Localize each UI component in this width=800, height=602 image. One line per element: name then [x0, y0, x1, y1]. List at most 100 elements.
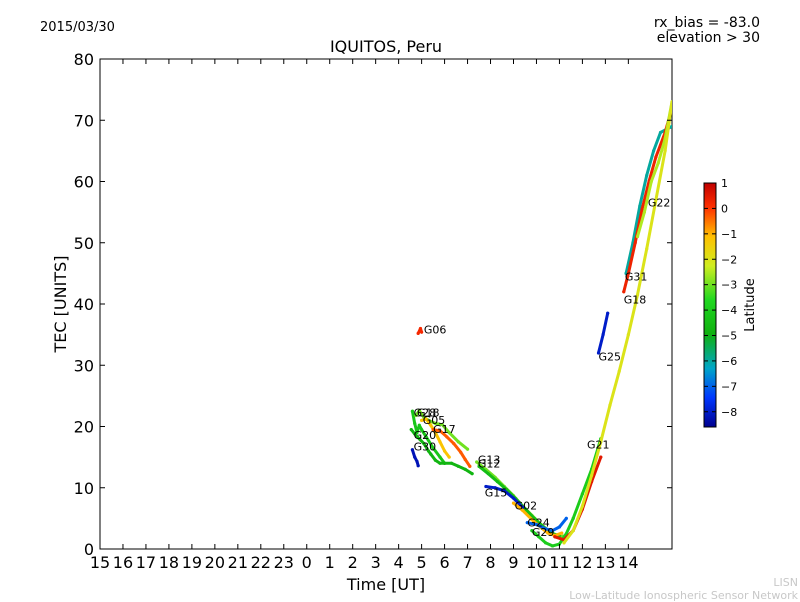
data-point-g02	[530, 518, 534, 522]
data-point-g20	[433, 458, 437, 462]
data-point-g13	[475, 460, 479, 464]
y-tick-label: 10	[74, 479, 94, 498]
data-point-g31	[638, 204, 642, 208]
chart-title: IQUITOS, Peru	[330, 37, 442, 56]
data-point-main	[663, 149, 667, 153]
data-point-g20	[422, 442, 426, 446]
x-tick-label: 15	[90, 553, 110, 572]
satellite-label-g21: G21	[587, 438, 610, 451]
data-point-g02	[546, 531, 550, 535]
data-point-g06	[416, 331, 420, 335]
y-tick-label: 40	[74, 295, 94, 314]
satellite-label-g31: G31	[625, 270, 648, 283]
satellite-labels: G06G28G18G05G17G20G30G13G12G15G02G24G29G…	[414, 196, 671, 539]
data-point-g20	[417, 437, 421, 441]
satellite-label-g29: G29	[532, 526, 555, 539]
data-point-g20	[429, 452, 433, 456]
x-tick-label: 9	[508, 553, 518, 572]
x-tick-label: 23	[274, 553, 294, 572]
data-point-g28	[417, 423, 421, 427]
data-point-main	[645, 247, 649, 251]
x-tick-label: 6	[439, 553, 449, 572]
data-point-main	[670, 100, 672, 104]
data-point-g17	[452, 442, 456, 446]
data-point-g17	[438, 429, 442, 433]
x-tick-label: 5	[417, 553, 427, 572]
colorbar-tick-label: −3	[721, 279, 737, 292]
series-g30	[410, 448, 420, 468]
x-tick-label: 10	[526, 553, 546, 572]
data-point-g29	[564, 532, 568, 536]
data-point-g29	[571, 516, 575, 520]
plot-area	[99, 58, 673, 550]
data-point-g20	[413, 432, 417, 436]
data-point-g17	[431, 427, 435, 432]
data-point-main	[617, 369, 621, 373]
data-point-g31	[645, 173, 649, 177]
satellite-label-g05: G05	[423, 414, 446, 427]
data-point-g28	[424, 435, 428, 439]
elevation-label: elevation > 30	[657, 30, 760, 46]
y-tick-label: 60	[74, 173, 94, 192]
colorbar-label: Latitude	[743, 278, 758, 332]
colorbar-tick-label: −4	[721, 304, 737, 317]
satellite-label-g12: G12	[478, 457, 501, 470]
satellite-label-g02: G02	[515, 500, 538, 513]
data-point-main	[589, 473, 594, 478]
satellite-label-g20: G20	[414, 429, 437, 442]
y-tick-label: 50	[74, 234, 94, 253]
data-point-g06	[420, 330, 424, 334]
data-point-main	[635, 293, 640, 297]
colorbar-tick-label: 0	[721, 202, 728, 215]
date-label: 2015/03/30	[40, 20, 115, 35]
x-tick-label: 22	[251, 553, 271, 572]
data-point-g06	[418, 326, 423, 331]
data-point-main	[654, 198, 658, 202]
data-point-main	[599, 440, 603, 444]
data-point-g20	[470, 472, 474, 476]
data-point-g24	[550, 529, 555, 533]
data-point-g30	[413, 455, 417, 459]
satellite-label-g30: G30	[414, 441, 437, 454]
x-tick-label: 20	[205, 553, 225, 572]
colorbar-tick-label: −1	[721, 228, 737, 241]
data-point-g22	[642, 210, 647, 214]
data-point-g20	[463, 467, 467, 471]
colorbar	[703, 182, 717, 428]
y-tick-label: 70	[74, 111, 94, 130]
data-point-g20	[449, 461, 454, 465]
satellite-label-g17: G17	[433, 423, 456, 436]
data-point-g25	[606, 311, 610, 315]
data-point-g24	[564, 516, 568, 520]
data-point-g20	[438, 461, 442, 465]
colorbar-tick-label: −5	[721, 330, 737, 343]
data-point-g17	[468, 464, 472, 468]
y-tick-label: 30	[74, 356, 94, 375]
data-point-g21	[599, 455, 603, 459]
data-point-g18	[622, 290, 626, 294]
x-tick-label: 17	[136, 553, 156, 572]
data-point-g24	[534, 522, 539, 527]
data-point-g02	[511, 501, 516, 505]
data-point-g18	[654, 155, 658, 159]
data-point-g28	[431, 446, 435, 450]
data-point-g30	[416, 464, 420, 468]
satellite-label-g25: G25	[598, 351, 621, 364]
colorbar-tick-label: 1	[721, 177, 728, 190]
data-point-main	[626, 333, 630, 337]
data-point-g18	[456, 440, 460, 444]
data-point-g20	[442, 461, 447, 465]
data-point-g17	[459, 450, 463, 454]
data-point-g24	[557, 525, 562, 529]
data-point-g24	[525, 521, 529, 525]
data-point-g28	[420, 427, 424, 432]
data-point-g15	[484, 484, 488, 489]
data-point-g05	[447, 455, 451, 459]
data-point-g05	[433, 431, 437, 435]
data-point-main	[562, 541, 566, 545]
data-point-g30	[410, 448, 415, 452]
data-point-main	[608, 403, 612, 407]
data-point-g24	[544, 527, 548, 531]
data-point-g28	[438, 455, 442, 459]
data-point-g05	[442, 449, 447, 453]
